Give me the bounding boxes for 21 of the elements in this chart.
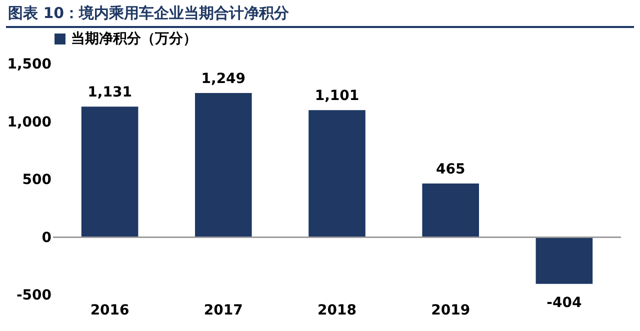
data-label: -404: [546, 294, 582, 311]
legend-label: 当期净积分（万分）: [71, 31, 197, 47]
bar: [81, 106, 138, 238]
y-tick-label: 1,500: [7, 56, 52, 72]
data-label: 465: [436, 162, 466, 178]
x-tick-label: 2019: [431, 302, 470, 318]
data-label: 1,249: [201, 70, 246, 87]
y-tick-label: 500: [22, 172, 52, 188]
bar: [422, 184, 479, 238]
x-tick-label: 2016: [90, 302, 130, 318]
x-tick-label: 2017: [204, 302, 243, 318]
chart-title: 图表 10：境内乘用车企业当期合计净积分: [6, 0, 634, 28]
data-label: 1,101: [314, 88, 360, 104]
bar: [195, 92, 252, 238]
bar: [308, 110, 366, 238]
data-label: 1,131: [88, 84, 132, 101]
y-tick-label: 1,000: [7, 114, 52, 130]
x-tick-label: 2018: [318, 302, 356, 318]
bar: [536, 237, 593, 284]
y-tick-label: -500: [16, 288, 52, 304]
y-tick-label: 0: [42, 230, 52, 246]
